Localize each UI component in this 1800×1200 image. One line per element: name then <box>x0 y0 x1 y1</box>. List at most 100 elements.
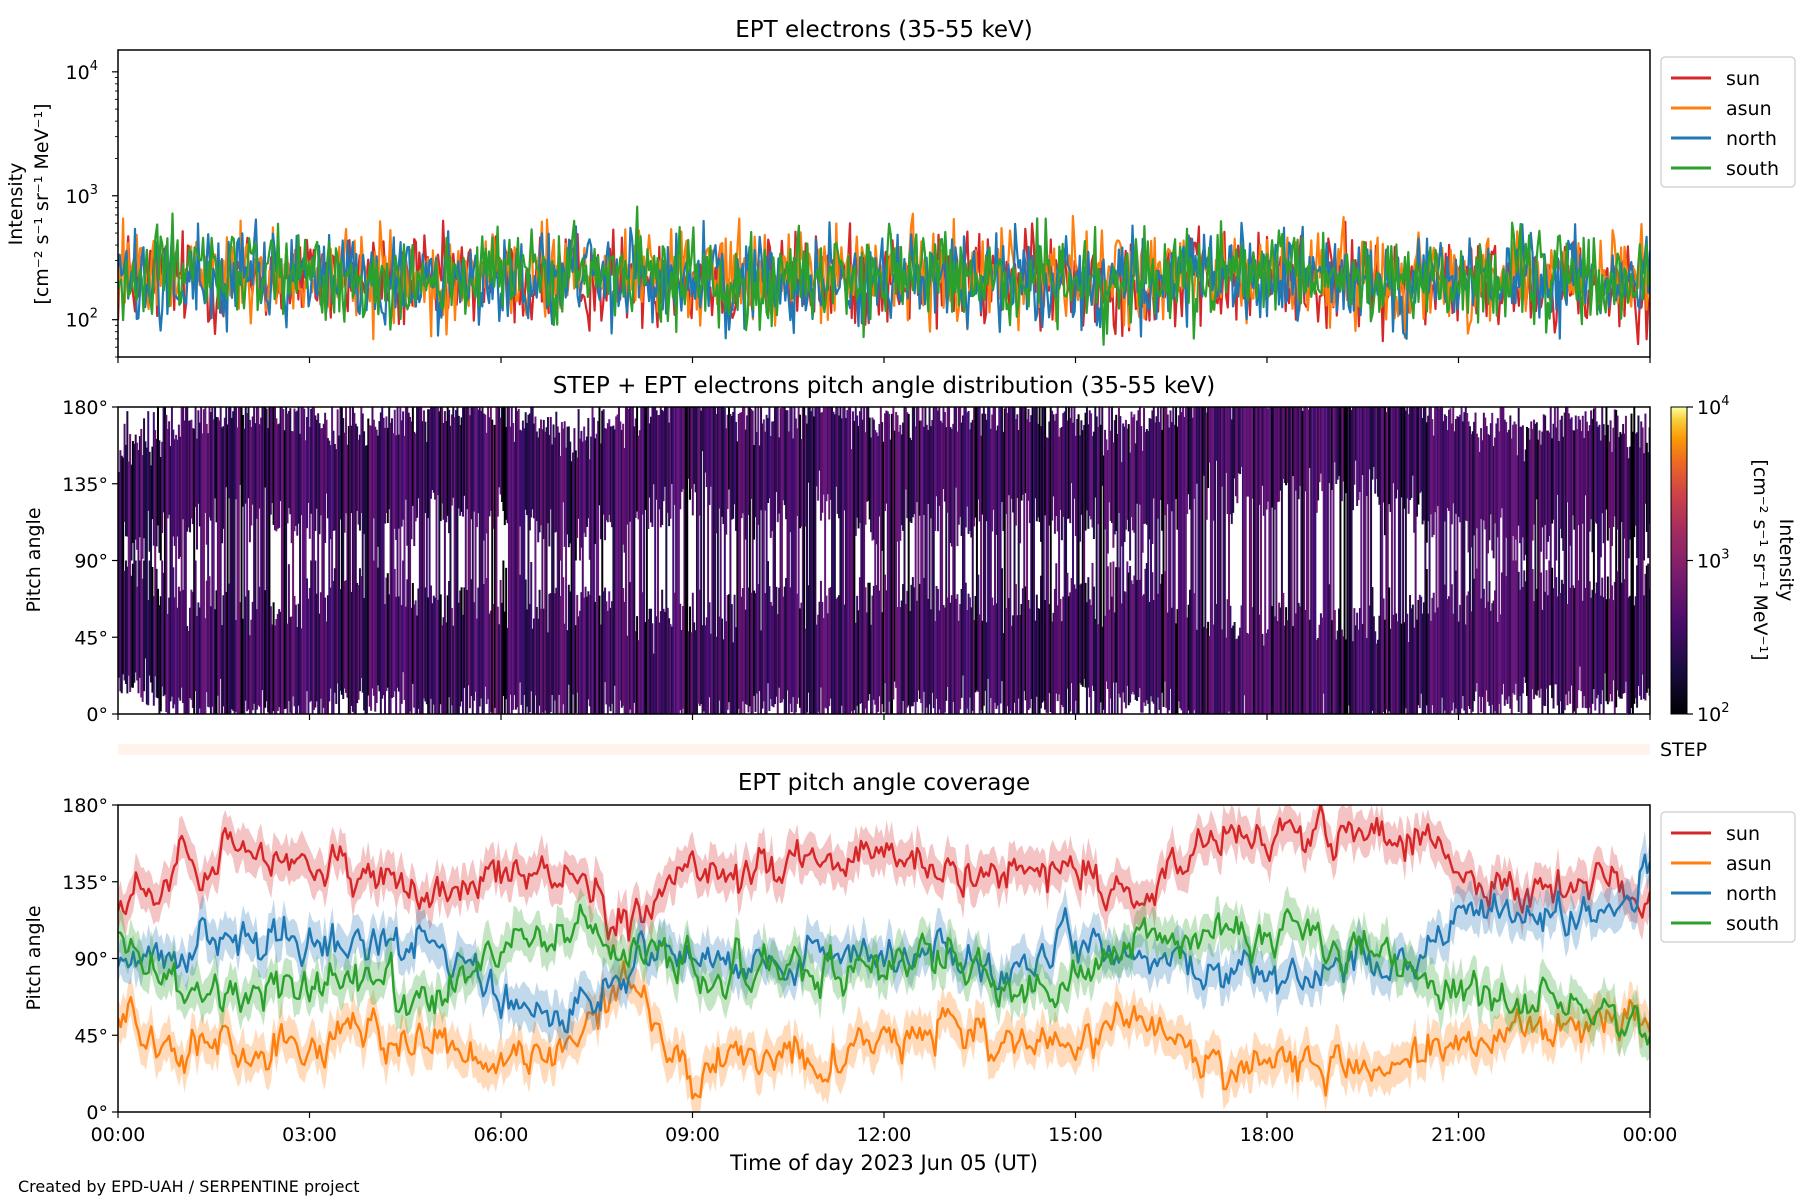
pad-cell <box>1460 407 1463 709</box>
pad-cell <box>129 434 132 692</box>
pad-cell <box>439 594 442 705</box>
pad-cell <box>637 435 640 520</box>
pad-cell <box>1000 568 1003 682</box>
pad-cell <box>1321 617 1324 714</box>
pad-cell <box>1471 431 1474 712</box>
pad-cell <box>977 574 980 692</box>
pad-cell <box>194 560 197 692</box>
pad-cell <box>200 407 203 714</box>
pad-cell <box>442 617 445 714</box>
pad-cell <box>221 625 224 714</box>
pad-cell <box>1104 615 1107 714</box>
pad-cell <box>1123 426 1126 543</box>
pad-cell <box>219 407 222 679</box>
pad-cell <box>1087 577 1090 688</box>
pad-cell <box>1148 418 1151 540</box>
pad-cell <box>1403 407 1406 509</box>
pad-cell <box>615 416 618 714</box>
pad-cell <box>1450 584 1453 711</box>
pad-cell <box>1012 407 1015 513</box>
pad-cell <box>1353 608 1356 714</box>
pad-cell <box>424 587 427 702</box>
pad-cell <box>1136 579 1139 701</box>
pad-cell <box>620 429 623 708</box>
pad-cell <box>1420 596 1423 694</box>
pad-cell <box>624 407 627 714</box>
coverage-line-sun <box>118 805 1650 942</box>
pad-cell <box>180 407 183 688</box>
pad-cell <box>1393 407 1396 714</box>
pad-cell <box>1520 426 1523 714</box>
pad-cell <box>845 418 847 714</box>
pad-cell <box>807 407 810 483</box>
pad-cell <box>902 584 905 701</box>
pad-cell <box>1282 592 1285 714</box>
pad-cell <box>279 611 282 714</box>
pad-cell <box>339 407 342 520</box>
pad-cell <box>144 441 147 659</box>
pad-cell <box>1494 590 1497 712</box>
pad-cell <box>431 407 434 491</box>
pad-cell <box>666 407 669 513</box>
pad-cell <box>1545 430 1548 560</box>
pad-cell <box>750 408 753 499</box>
pad-cell <box>605 428 608 521</box>
pad-cell <box>1441 407 1444 698</box>
pad-cell <box>884 413 886 512</box>
pad-cell <box>1221 629 1224 714</box>
pad-cell <box>641 407 644 515</box>
pad-cell <box>648 423 651 498</box>
pad-cell <box>1090 413 1093 520</box>
pad-cell <box>938 407 941 506</box>
pad-cell <box>356 426 359 512</box>
pad-cell <box>443 411 446 714</box>
pad-cell <box>1439 407 1442 714</box>
pad-cell <box>1207 621 1210 714</box>
pad-cell <box>782 596 785 700</box>
pad-cell <box>411 583 414 684</box>
pad-cell <box>1097 624 1100 714</box>
pad-cell <box>868 582 871 695</box>
pad-cell <box>946 597 949 687</box>
pad-cell <box>122 457 125 675</box>
pad-cell <box>1002 633 1005 714</box>
pad-cell <box>633 426 636 703</box>
pad-cell <box>697 407 700 704</box>
y-tick-label: 102 <box>66 307 98 332</box>
pad-cell <box>747 587 750 713</box>
pad-cell <box>973 407 976 527</box>
pad-cell <box>741 407 744 514</box>
pad-cell <box>1228 407 1230 712</box>
credit-text: Created by EPD-UAH / SERPENTINE project <box>18 1177 360 1196</box>
pad-cell <box>441 407 444 504</box>
pad-cell <box>702 407 705 712</box>
pad-cell <box>1144 568 1147 706</box>
pad-cell <box>253 407 256 704</box>
pad-cell <box>480 410 483 699</box>
pad-cell <box>722 407 725 525</box>
pad-cell <box>459 424 462 516</box>
pad-cell <box>409 416 412 712</box>
pad-cell <box>367 418 370 696</box>
pad-cell <box>955 598 958 714</box>
pad-cell <box>1452 407 1455 504</box>
pad-cell <box>156 588 159 699</box>
pad-cell <box>1133 414 1136 533</box>
pad-cell <box>572 452 575 695</box>
pad-cell <box>539 608 542 714</box>
pad-cell <box>1464 624 1467 714</box>
pad-cell <box>574 450 577 561</box>
pad-cell <box>1099 424 1102 703</box>
pad-cell <box>1629 595 1632 714</box>
pad-cell <box>1055 563 1058 694</box>
pad-cell <box>644 621 647 714</box>
pad-cell <box>1503 419 1506 706</box>
pad-cell <box>1421 418 1424 525</box>
pad-cell <box>984 413 987 691</box>
pad-cell <box>1581 600 1584 708</box>
pad-cell <box>668 422 671 527</box>
pad-cell <box>587 591 590 700</box>
pad-cell <box>1623 433 1626 539</box>
pad-cell <box>482 584 485 714</box>
pad-cell <box>393 568 396 692</box>
